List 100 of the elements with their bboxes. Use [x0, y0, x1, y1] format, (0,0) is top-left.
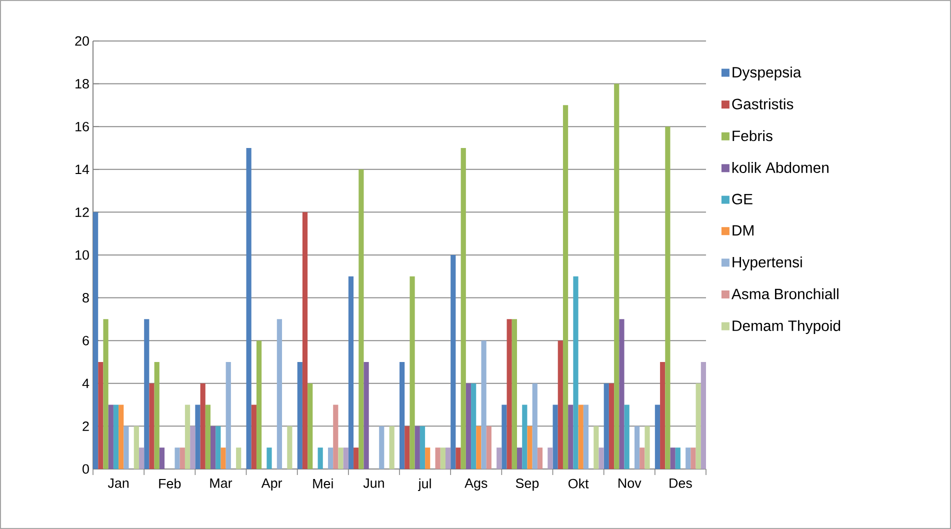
bar	[624, 404, 630, 469]
bar	[333, 404, 338, 469]
bar	[174, 448, 180, 469]
bar	[460, 148, 466, 469]
bar	[124, 426, 129, 469]
bar	[144, 319, 150, 469]
bar	[466, 383, 472, 469]
legend-label: DM	[732, 225, 754, 236]
bar	[410, 276, 415, 469]
bar	[318, 448, 323, 469]
bar	[502, 404, 507, 469]
bar	[113, 404, 119, 469]
bar	[400, 362, 405, 469]
bar	[379, 426, 384, 469]
bar	[640, 448, 645, 469]
y-tick-label: 2	[82, 421, 89, 431]
y-tick-label: 12	[76, 207, 89, 217]
bar	[532, 383, 538, 469]
x-tick-label: Ags	[464, 478, 488, 491]
bar	[512, 319, 517, 469]
x-tick-label: Nov	[618, 478, 642, 488]
y-tick-label: 20	[75, 36, 89, 46]
bar	[246, 148, 252, 469]
bar	[583, 404, 589, 469]
bar	[98, 362, 104, 469]
bar	[354, 448, 359, 469]
bar	[236, 448, 242, 469]
bar	[634, 426, 640, 469]
bar	[496, 448, 502, 469]
bar	[266, 448, 272, 469]
bar	[665, 126, 670, 469]
bar	[517, 448, 522, 469]
y-tick-label: 4	[82, 378, 90, 388]
bar	[343, 448, 348, 469]
bar	[562, 105, 568, 469]
bar	[414, 426, 420, 469]
bar	[660, 362, 666, 469]
y-tick-label: 18	[76, 79, 89, 89]
bar	[548, 448, 553, 469]
bar	[425, 448, 430, 469]
bar	[297, 362, 302, 469]
bar	[190, 426, 196, 469]
bar	[506, 319, 512, 469]
bar	[154, 362, 160, 469]
y-tick-label: 16	[76, 122, 89, 132]
bar	[389, 426, 394, 469]
bar	[328, 448, 334, 469]
y-tick-label: 10	[76, 250, 89, 260]
y-tick-label: 6	[82, 336, 89, 346]
legend-label: Febris	[732, 130, 772, 142]
bar	[670, 448, 676, 469]
bar	[440, 448, 446, 469]
bar	[471, 383, 476, 469]
bar	[404, 426, 410, 469]
bar	[159, 448, 165, 469]
bar	[108, 404, 114, 469]
x-tick-label: Apr	[261, 478, 282, 491]
bar	[578, 404, 584, 469]
bar	[338, 448, 344, 469]
x-tick-label: Sep	[516, 478, 539, 491]
bar	[456, 448, 461, 469]
bar	[195, 404, 200, 469]
bar	[486, 426, 492, 469]
y-tick-label: 14	[76, 164, 90, 174]
bar	[210, 426, 216, 469]
bar	[118, 404, 124, 469]
bar	[149, 383, 154, 469]
bar	[552, 404, 558, 469]
x-tick-label: Jun	[363, 478, 384, 488]
bar	[654, 404, 660, 469]
bar	[558, 340, 563, 469]
bar	[308, 383, 313, 469]
bar	[435, 448, 440, 469]
x-tick-label: Jan	[108, 478, 129, 488]
bar	[287, 426, 292, 469]
x-tick-label: Mei	[313, 478, 333, 488]
bar	[256, 340, 262, 469]
bar	[594, 426, 599, 469]
x-tick-label: Mar	[210, 478, 232, 488]
bar	[598, 448, 604, 469]
bar	[619, 319, 624, 469]
bar	[604, 383, 609, 469]
bar	[251, 404, 256, 469]
bar	[675, 448, 680, 469]
y-tick-label: 8	[82, 293, 89, 303]
bar	[686, 448, 691, 469]
bar	[700, 362, 706, 469]
bar	[445, 448, 451, 469]
legend-label: Demam Thypoid	[732, 320, 840, 334]
legend-label: kolik Abdomen	[732, 162, 828, 173]
bar	[220, 448, 226, 469]
bar	[537, 448, 543, 469]
bar	[608, 383, 614, 469]
bar	[420, 426, 426, 469]
bar	[93, 212, 98, 469]
bar	[205, 404, 210, 469]
bar	[200, 383, 206, 469]
bar	[644, 426, 650, 469]
bar	[476, 426, 482, 469]
bar	[302, 212, 308, 469]
